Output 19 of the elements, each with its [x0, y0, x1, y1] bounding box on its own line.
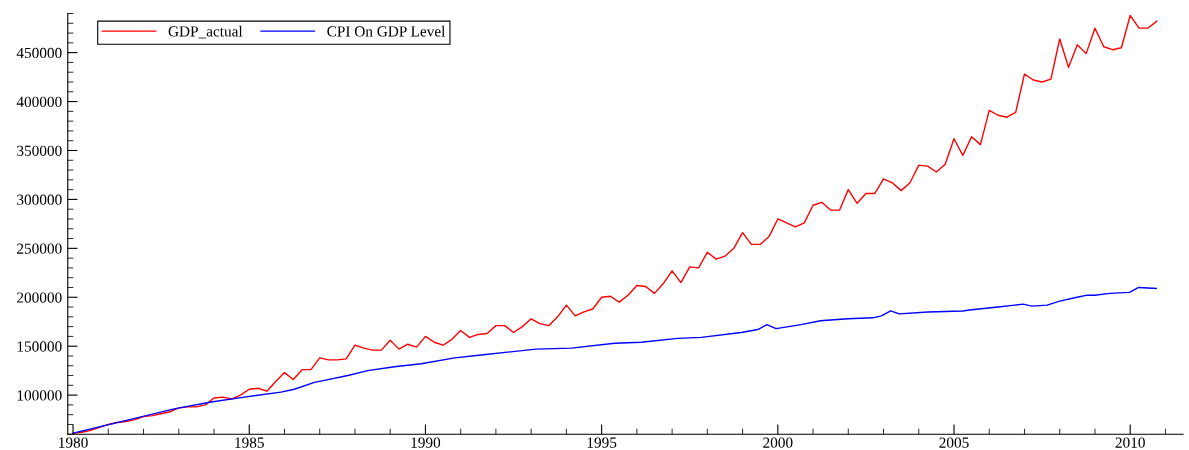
line-series [72, 286, 1157, 434]
x-tick-label: 1995 [587, 437, 617, 448]
x-tick-label: 2000 [763, 437, 793, 448]
x-tick-label: 1985 [235, 437, 264, 448]
y-tick-label: 250000 [17, 243, 62, 254]
legend-label: CPI On GDP Level [327, 25, 446, 37]
x-tick-label: 1980 [59, 437, 88, 448]
x-tick-label: 1990 [411, 437, 441, 448]
y-tick-label: 100000 [17, 390, 62, 401]
x-tick-label: 2010 [1115, 437, 1145, 448]
y-tick-label: 300000 [17, 194, 62, 205]
y-tick-label: 400000 [16, 96, 62, 108]
y-tick-label: 350000 [17, 145, 62, 156]
x-tick-label: 2005 [939, 437, 969, 448]
legend-label: GDP_actual [168, 25, 243, 39]
y-tick-label: 150000 [17, 341, 62, 352]
y-tick-label: 200000 [17, 292, 62, 303]
line-series [72, 14, 1158, 434]
y-tick-label: 450000 [16, 47, 62, 59]
